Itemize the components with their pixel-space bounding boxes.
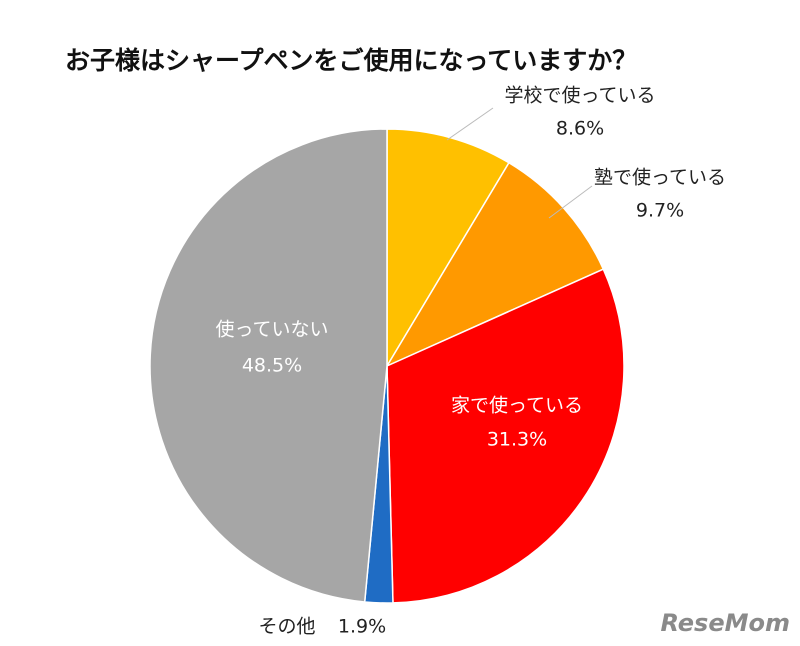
value-label: 48.5% [242,355,302,377]
slice-label: 学校で使っている [504,85,655,107]
slice-label: その他 [258,616,315,638]
slice-label: 家で使っている [451,395,583,417]
pie-slice [149,128,388,603]
chart-title: お子様はシャープペンをご使用になっていますか？ [65,46,637,75]
value-label: 31.3% [487,429,547,451]
leader-line [446,107,494,141]
pie-slice [385,161,605,368]
value-label: 1.9% [338,616,386,638]
slice-label: 使っていない [215,319,328,341]
leader-line [548,185,593,219]
value-label: 9.7% [636,200,684,222]
watermark: ReseMom [660,609,790,637]
value-label: 8.6% [556,118,604,140]
pie-slice [386,268,625,604]
slice-label: 塾で使っている [594,167,726,189]
